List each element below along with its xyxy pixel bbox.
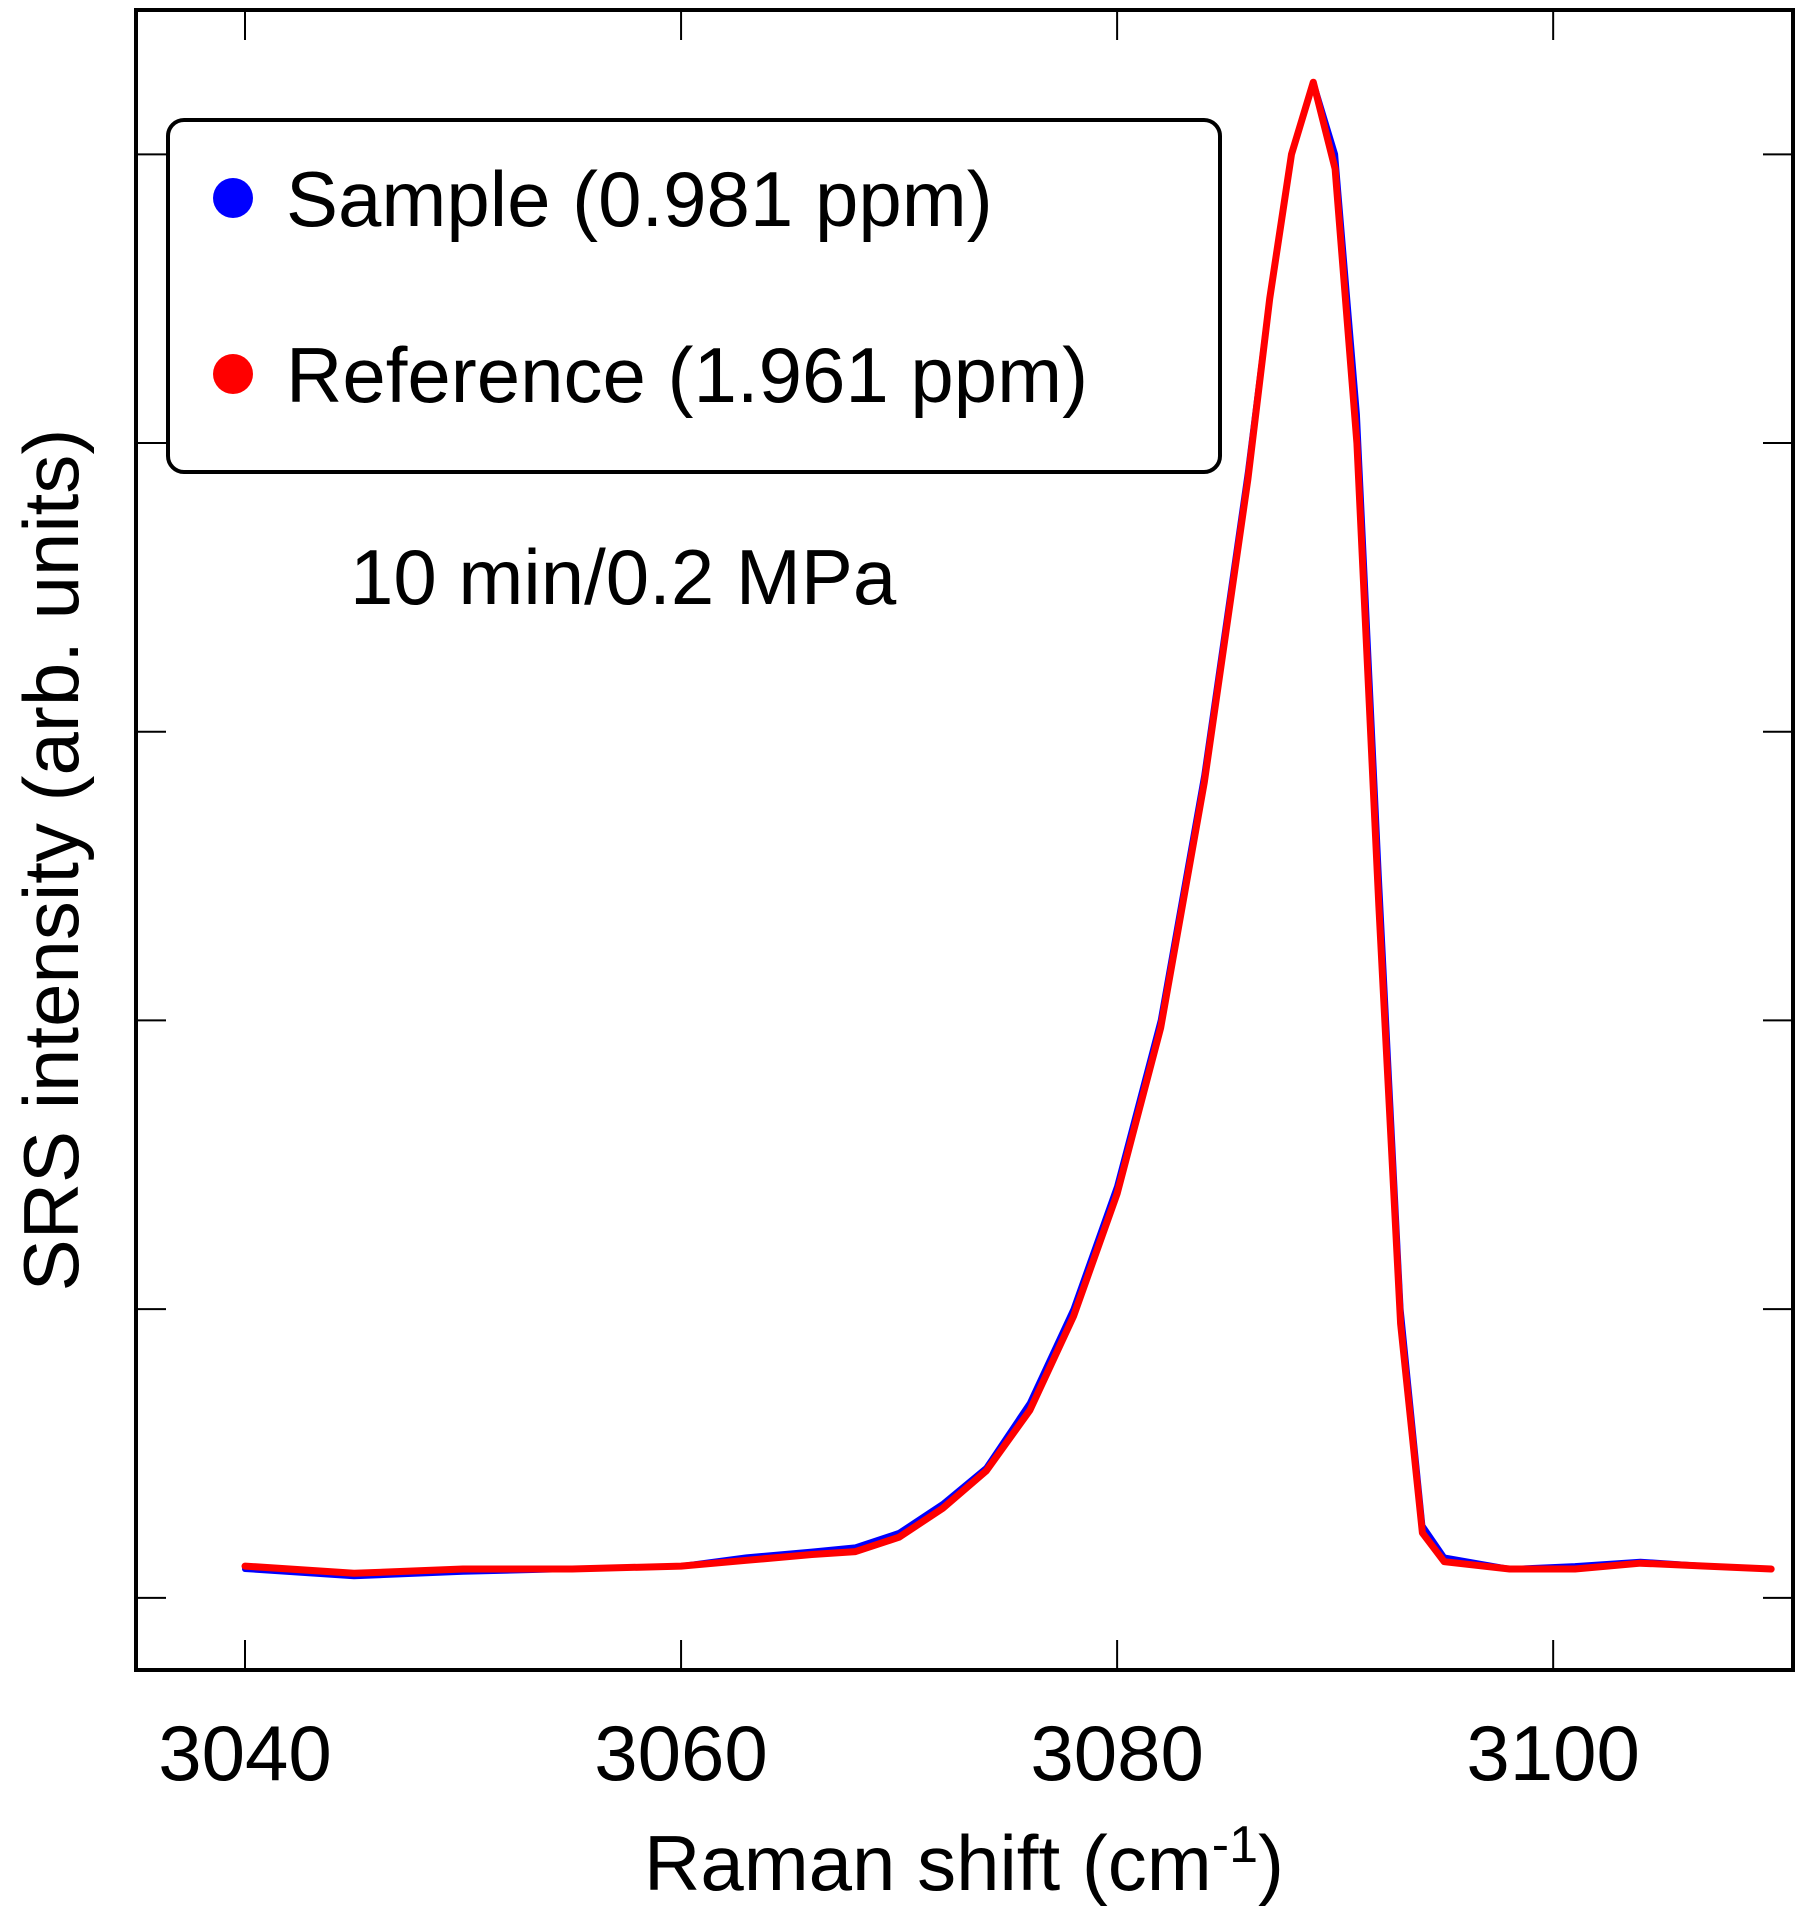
x-axis-title-main: Raman shift (cm [644,1819,1212,1907]
series-line-reference [241,78,1775,1577]
legend-box [166,118,1222,474]
condition-annotation: 10 min/0.2 MPa [350,533,897,621]
legend-sample-label: Sample (0.981 ppm) [286,155,993,243]
series-lines [241,78,1775,1580]
x-tick-label-3080: 3080 [1030,1709,1204,1797]
x-axis-title: Raman shift (cm-1) [644,1816,1284,1907]
x-tick-label-3100: 3100 [1466,1709,1640,1797]
legend-reference-marker [213,354,253,394]
x-tick-labels: 3040 3060 3080 3100 [158,1709,1640,1797]
legend-reference-label: Reference (1.961 ppm) [286,331,1088,419]
legend-sample-marker [213,178,253,218]
x-tick-label-3060: 3060 [594,1709,768,1797]
axis-ticks [136,10,1793,1670]
y-axis-title: SRS intensity (arb. units) [7,429,95,1292]
x-axis-title-superscript: -1 [1212,1816,1258,1874]
x-tick-label-3040: 3040 [158,1709,332,1797]
x-axis-title-close: ) [1258,1819,1284,1907]
